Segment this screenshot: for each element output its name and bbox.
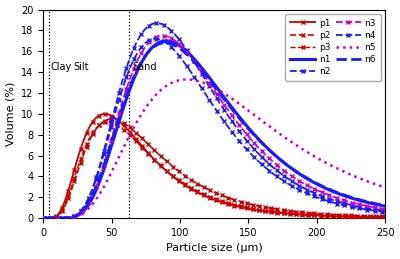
n5 (276, 131, 281, 134)
p3 (105, 121, 110, 124)
p2 (76, 167, 81, 170)
p1 (192, 189, 197, 192)
Text: Silt: Silt (73, 62, 89, 72)
n3 (160, 34, 165, 37)
p1 (314, 214, 319, 217)
n5 (308, 152, 313, 155)
n1 (314, 182, 319, 185)
n5 (179, 78, 184, 81)
n4 (314, 196, 319, 199)
Line: p3: p3 (41, 120, 388, 221)
p3 (180, 181, 184, 184)
p1 (102, 112, 107, 116)
n5 (76, 214, 81, 217)
n6 (276, 157, 281, 160)
Text: Clay: Clay (50, 62, 71, 72)
p1 (383, 216, 388, 219)
p3 (41, 217, 46, 220)
n1 (308, 179, 313, 182)
n3 (41, 217, 46, 220)
n3 (192, 60, 197, 63)
p2 (276, 208, 281, 211)
p3 (383, 216, 388, 219)
n4 (41, 217, 46, 220)
n5 (41, 217, 46, 220)
n2 (154, 21, 159, 25)
n2 (192, 60, 197, 63)
n6 (180, 49, 184, 52)
p3 (308, 213, 313, 216)
n6 (41, 217, 46, 220)
p2 (383, 215, 388, 218)
n1 (383, 205, 388, 208)
Line: n2: n2 (42, 21, 387, 220)
n1 (276, 157, 281, 160)
n1 (180, 46, 184, 49)
p3 (314, 214, 319, 217)
n4 (180, 58, 184, 61)
Line: n5: n5 (44, 80, 385, 218)
n4 (153, 37, 158, 40)
n6 (308, 178, 313, 182)
n5 (314, 156, 319, 159)
n6 (162, 41, 167, 45)
Line: n3: n3 (42, 34, 387, 220)
p3 (76, 164, 81, 167)
n5 (383, 186, 388, 189)
n1 (192, 57, 197, 61)
Line: n1: n1 (44, 41, 385, 218)
n4 (276, 176, 281, 179)
p2 (314, 212, 319, 215)
n4 (76, 212, 81, 215)
Text: Sand: Sand (132, 62, 157, 72)
n1 (41, 217, 46, 220)
n4 (192, 76, 197, 79)
n6 (383, 204, 388, 207)
n6 (314, 182, 319, 185)
n2 (180, 42, 184, 45)
p2 (308, 211, 313, 214)
n2 (76, 212, 81, 215)
Line: p2: p2 (41, 117, 388, 221)
n2 (383, 209, 388, 212)
n3 (383, 208, 388, 211)
n6 (76, 213, 81, 216)
n6 (192, 61, 197, 64)
Line: n4: n4 (42, 37, 387, 220)
n2 (276, 170, 281, 173)
Legend: p1, p2, p3, n1, n2, n3, n4, n5, n6: p1, p2, p3, n1, n2, n3, n4, n5, n6 (285, 14, 381, 81)
p3 (276, 211, 281, 214)
p2 (180, 172, 184, 175)
n3 (180, 46, 184, 49)
p3 (192, 188, 197, 191)
p1 (180, 182, 184, 185)
p2 (109, 118, 114, 121)
X-axis label: Particle size (μm): Particle size (μm) (166, 243, 262, 254)
n3 (308, 185, 313, 189)
n2 (314, 192, 319, 196)
p1 (308, 214, 313, 217)
n3 (314, 189, 319, 192)
p2 (192, 180, 197, 183)
n4 (383, 210, 388, 213)
n1 (164, 39, 169, 42)
n1 (76, 213, 81, 217)
n2 (41, 217, 46, 220)
Y-axis label: Volume (%): Volume (%) (6, 82, 16, 146)
Line: n6: n6 (44, 43, 385, 218)
p2 (41, 217, 46, 220)
n5 (192, 79, 197, 82)
p1 (76, 154, 81, 157)
n4 (308, 193, 313, 196)
n2 (308, 190, 313, 193)
n3 (76, 213, 81, 216)
p1 (41, 217, 46, 220)
n3 (276, 165, 281, 168)
p1 (276, 211, 281, 214)
Line: p1: p1 (41, 111, 388, 221)
n5 (184, 78, 189, 81)
